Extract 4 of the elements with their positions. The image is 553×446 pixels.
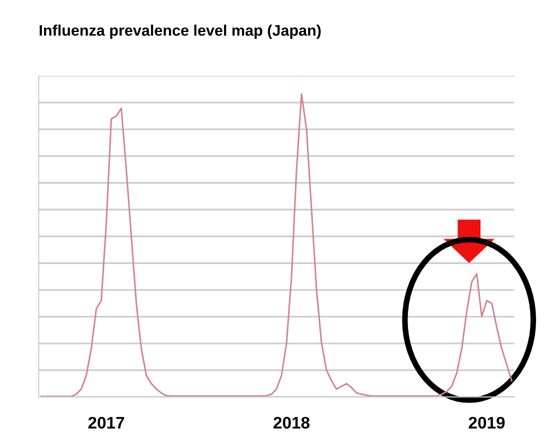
- chart-title: Influenza prevalence level map (Japan): [40, 24, 321, 39]
- x-tick-label: 2019: [468, 416, 505, 429]
- x-tick-label: 2018: [274, 416, 310, 429]
- x-tick-label: 2017: [88, 416, 124, 429]
